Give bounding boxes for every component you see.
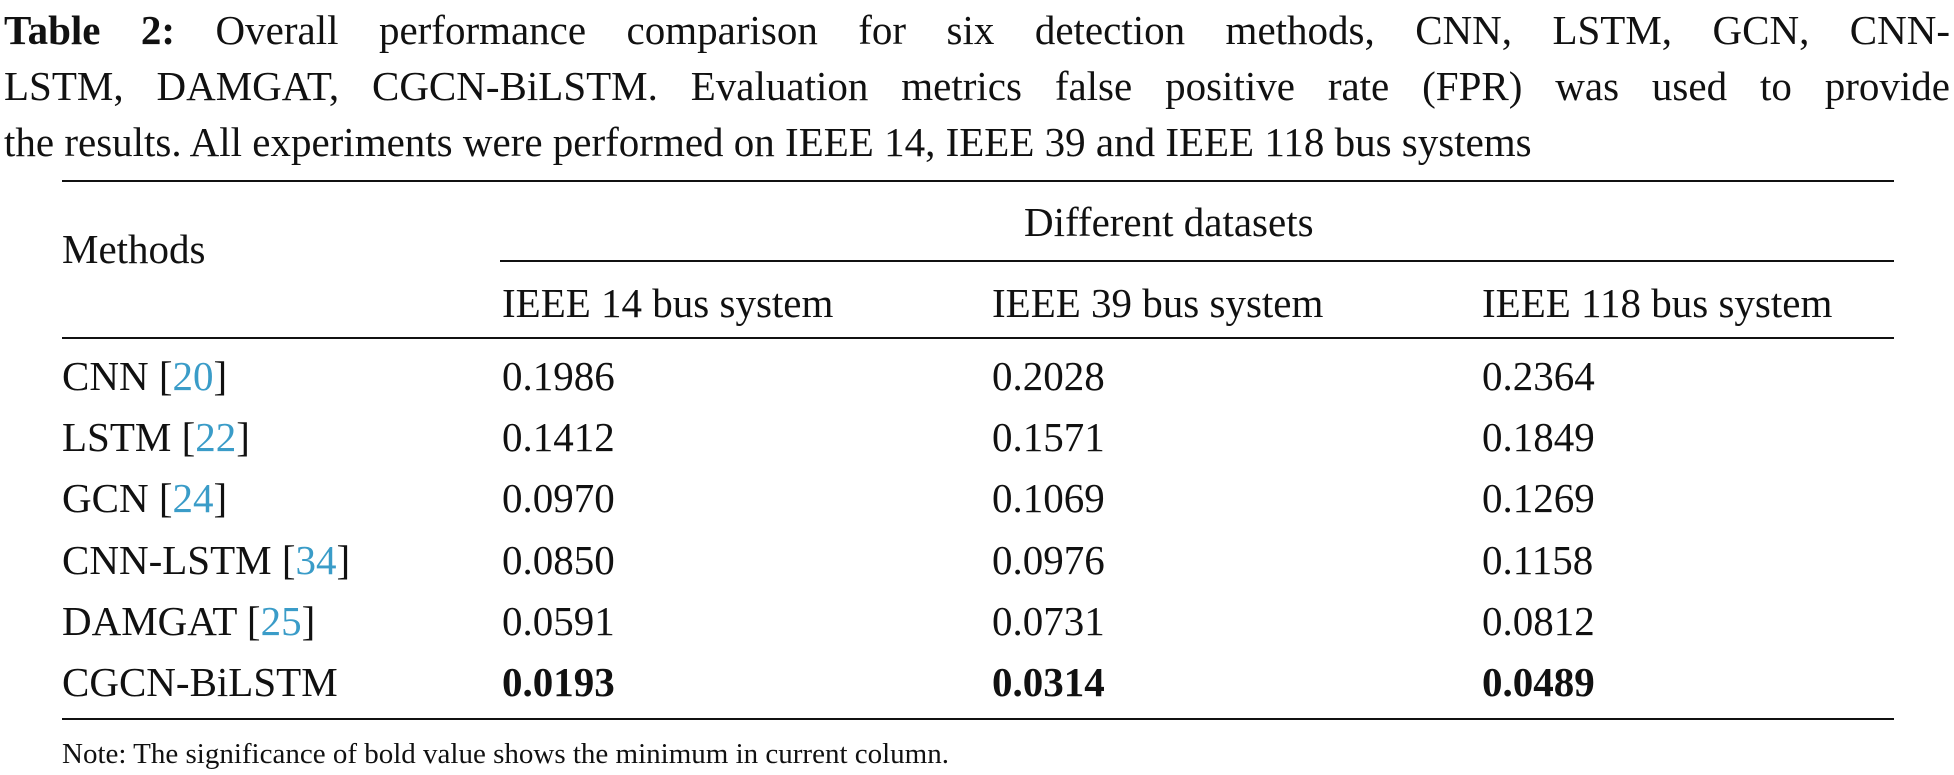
table-note: Note: The significance of bold value sho… [62, 738, 949, 770]
method-cell: LSTM [22] [62, 414, 250, 460]
value-cell: 0.0812 [1482, 598, 1595, 644]
table-caption: Table 2: Overall performance comparison … [4, 2, 1950, 170]
value-cell: 0.1069 [992, 475, 1105, 521]
column-header-ieee14: IEEE 14 bus system [502, 280, 834, 326]
method-name: DAMGAT [62, 598, 237, 644]
method-name: CGCN-BiLSTM [62, 659, 338, 705]
value-cell: 0.0976 [992, 537, 1105, 583]
group-header-rule [500, 260, 1894, 262]
value-cell: 0.1412 [502, 414, 615, 460]
method-name: LSTM [62, 414, 172, 460]
value-cell: 0.0193 [502, 659, 615, 705]
header-bottom-rule [62, 337, 1894, 339]
method-cell: GCN [24] [62, 475, 228, 521]
group-header: Different datasets [1024, 199, 1314, 245]
method-cell: CGCN-BiLSTM [62, 656, 338, 708]
value-cell: 0.0489 [1482, 659, 1595, 705]
caption-line-2: LSTM, DAMGAT, CGCN-BiLSTM. Evaluation me… [4, 63, 1950, 109]
caption-line-1: Table 2: Overall performance comparison … [4, 2, 1950, 58]
value-cell: 0.0591 [502, 598, 615, 644]
method-name: CNN-LSTM [62, 537, 272, 583]
value-cell: 0.1986 [502, 353, 615, 399]
value-cell: 0.0314 [992, 659, 1105, 705]
column-header-ieee118: IEEE 118 bus system [1482, 280, 1833, 326]
value-cell: 0.0850 [502, 537, 615, 583]
method-name: CNN [62, 353, 149, 399]
method-cell: DAMGAT [25] [62, 598, 316, 644]
caption-line-3: the results. All experiments were perfor… [4, 119, 1532, 165]
value-cell: 0.1158 [1482, 537, 1594, 583]
bottom-rule [62, 718, 1894, 720]
citation-link[interactable]: 24 [172, 475, 214, 521]
caption-line-1-text: Overall performance comparison for six d… [215, 7, 1950, 53]
citation-link[interactable]: 22 [195, 414, 237, 460]
method-name: GCN [62, 475, 149, 521]
top-rule [62, 180, 1894, 182]
value-cell: 0.1269 [1482, 475, 1595, 521]
value-cell: 0.1849 [1482, 414, 1595, 460]
citation-link[interactable]: 20 [172, 353, 214, 399]
value-cell: 0.0970 [502, 475, 615, 521]
value-cell: 0.0731 [992, 598, 1105, 644]
method-cell: CNN-LSTM [34] [62, 537, 351, 583]
method-cell: CNN [20] [62, 353, 228, 399]
column-header-ieee39: IEEE 39 bus system [992, 280, 1324, 326]
value-cell: 0.1571 [992, 414, 1105, 460]
methods-header: Methods [62, 226, 206, 272]
caption-label: Table 2: [4, 7, 176, 53]
citation-link[interactable]: 25 [260, 598, 302, 644]
value-cell: 0.2028 [992, 353, 1105, 399]
value-cell: 0.2364 [1482, 353, 1595, 399]
citation-link[interactable]: 34 [295, 537, 337, 583]
